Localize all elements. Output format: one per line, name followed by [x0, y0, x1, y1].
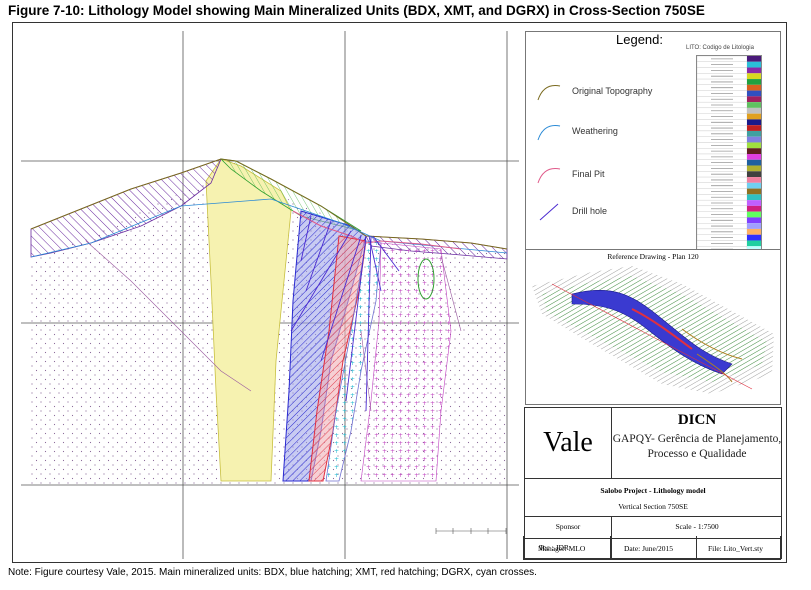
lito-color-swatch	[747, 217, 761, 224]
title-block: Vale DICN GAPQY- Gerência de Planejament…	[524, 407, 782, 560]
title-block-tec-row: Tec : JDR	[525, 538, 781, 560]
lito-color-swatch	[747, 223, 761, 229]
legend-item-topography: Original Topography	[572, 86, 653, 96]
vale-logo: Vale	[525, 408, 612, 478]
title-block-footer-row: Manager: MLO Date: June/2015 File: Lito_…	[523, 536, 781, 560]
lito-color-swatch	[747, 188, 761, 195]
legend-title: Legend:	[616, 32, 663, 47]
lito-color-swatch	[747, 142, 761, 149]
scale-bar	[435, 528, 507, 534]
lito-color-swatch	[747, 182, 761, 189]
legend-item-weathering: Weathering	[572, 126, 618, 136]
lito-color-swatch	[747, 171, 761, 178]
drawing-frame: + +	[12, 22, 787, 563]
figure-title: Figure 7-10: Lithology Model showing Mai…	[8, 3, 705, 18]
dept-line-2: Processo e Qualidade	[647, 448, 747, 460]
lito-color-swatch	[747, 234, 761, 241]
final-pit-line	[292, 210, 462, 250]
lito-color-swatch	[747, 90, 761, 97]
date-label: Date: June/2015	[624, 544, 673, 553]
reference-drawing-title: Reference Drawing - Plan 120	[607, 252, 699, 261]
green-lens	[417, 258, 435, 300]
lito-color-swatch	[747, 84, 761, 91]
lito-color-swatch	[747, 240, 761, 247]
sponsor-label: Sponsor	[555, 522, 581, 531]
section-view: Vertical Section 750SE	[618, 502, 688, 511]
drill-holes	[290, 215, 400, 412]
manager-label: Manager: MLO	[538, 544, 586, 553]
lito-color-swatch	[747, 205, 761, 212]
lito-color-swatch	[747, 61, 761, 68]
lito-color-swatch	[747, 102, 761, 108]
crosses-unit	[360, 242, 452, 482]
lito-color-swatch	[747, 154, 761, 160]
legend-item-drill-hole: Drill hole	[572, 206, 608, 216]
lito-color-swatch	[747, 228, 761, 235]
lito-color-swatch	[747, 194, 761, 201]
lito-color-swatch	[747, 107, 761, 114]
legend-item-final-pit: Final Pit	[572, 169, 605, 179]
legend-final-pit-swatch	[537, 168, 561, 184]
title-block-sponsor-row: Sponsor Scale - 1:7500	[525, 516, 781, 538]
lito-color-swatch	[747, 136, 761, 143]
figure-note: Note: Figure courtesy Vale, 2015. Main m…	[8, 567, 537, 578]
lito-title: LITO: Codigo de Litologia	[686, 45, 754, 51]
lito-color-swatch	[747, 159, 761, 166]
org-name: DICN	[677, 412, 717, 428]
lithology-code-legend: LITO: Codigo de Litologia	[686, 45, 774, 265]
lito-color-swatch	[747, 79, 761, 85]
reference-drawing-panel: Reference Drawing - Plan 120	[525, 249, 781, 405]
lito-color-swatch	[747, 211, 761, 218]
legend-drill-hole-swatch	[539, 203, 559, 221]
scale-label: Scale - 1:7500	[675, 522, 719, 531]
file-label: File: Lito_Vert.sty	[708, 544, 763, 553]
lito-color-swatch	[747, 165, 761, 172]
lithology-code-table	[696, 55, 762, 253]
legend-weathering-swatch	[537, 125, 561, 141]
cross-section-plot: + +	[21, 31, 519, 559]
dept-line-1: GAPQY- Gerência de Planejamento,	[612, 433, 782, 445]
dgrx-unit	[325, 240, 382, 482]
lito-color-swatch	[747, 73, 761, 80]
legend-topography-swatch	[537, 85, 561, 101]
legend-panel: Legend: Original Topography Weathering F…	[525, 31, 781, 277]
original-topography-line	[30, 158, 508, 250]
lito-color-swatch	[747, 113, 761, 120]
project-name: Salobo Project - Lithology model	[600, 486, 706, 495]
tec-label: Tec : JDR	[539, 543, 569, 552]
lito-color-swatch	[747, 119, 761, 126]
lito-color-swatch	[747, 130, 761, 137]
lito-color-swatch	[747, 96, 761, 103]
lito-color-swatch	[747, 177, 761, 183]
lito-color-swatch	[747, 56, 761, 62]
lito-color-swatch	[747, 200, 761, 206]
lito-color-swatch	[747, 125, 761, 131]
title-block-project-row: Salobo Project - Lithology model Vertica…	[525, 478, 781, 516]
reference-plan-map	[532, 266, 774, 394]
lito-color-swatch	[747, 148, 761, 154]
lito-color-swatch	[747, 67, 761, 74]
